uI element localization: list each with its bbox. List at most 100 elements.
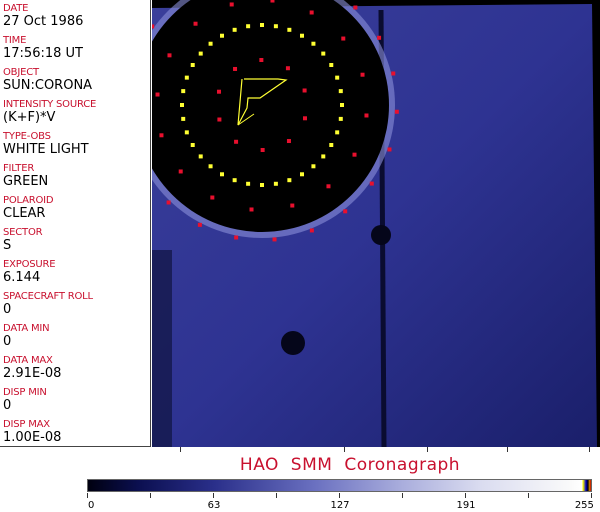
grid-mark	[159, 133, 164, 138]
limb-dot	[232, 178, 237, 183]
limb-dot	[190, 143, 195, 147]
colorbar-tick-label: 63	[207, 500, 221, 511]
limb-dot	[311, 41, 316, 46]
limb-dot	[273, 24, 278, 29]
field-label: DATA MAX	[3, 355, 53, 366]
grid-mark	[260, 147, 265, 152]
grid-mark	[286, 139, 291, 144]
field-sector: SECTOR S	[3, 227, 43, 253]
grid-mark	[167, 53, 172, 58]
field-label: SECTOR	[3, 227, 43, 238]
field-value: 17:56:18 UT	[3, 46, 83, 61]
limb-dot	[246, 24, 251, 29]
colorbar-tick	[150, 493, 151, 498]
grid-mark	[272, 237, 277, 242]
grid-mark	[352, 152, 357, 157]
grid-mark	[343, 209, 348, 214]
grid-mark	[341, 36, 346, 41]
colorbar-tick-label: 127	[330, 500, 350, 511]
occulter-disk	[135, 0, 389, 232]
limb-dot	[340, 103, 344, 107]
field-label: DISP MIN	[3, 387, 47, 398]
limb-dot	[300, 33, 304, 38]
field-spacecraft-roll: SPACECRAFT ROLL 0	[3, 291, 93, 317]
axis-tick	[344, 447, 345, 452]
field-time: TIME 17:56:18 UT	[3, 35, 83, 61]
axis-tick	[427, 447, 428, 452]
grid-mark	[217, 89, 222, 94]
axis-tick	[180, 447, 181, 452]
field-value: 0	[3, 302, 12, 317]
colorbar-tick	[402, 493, 403, 498]
limb-dot	[208, 41, 213, 46]
grid-mark	[285, 66, 290, 71]
grid-mark	[193, 21, 198, 26]
field-value: (K+F)*V	[3, 110, 56, 125]
field-intensity-source: INTENSITY SOURCE (K+F)*V	[3, 99, 96, 125]
field-object: OBJECT SUN:CORONA	[3, 67, 92, 93]
grid-mark	[234, 139, 239, 144]
colorbar-tick-label: 0	[88, 500, 95, 511]
field-label: TIME	[3, 35, 27, 46]
grid-mark	[326, 184, 331, 189]
field-value: CLEAR	[3, 206, 46, 221]
limb-dot	[184, 130, 189, 135]
sun-pointer-diag	[237, 113, 255, 126]
colorbar-tick-label: 191	[456, 500, 476, 511]
limb-dot	[287, 178, 292, 183]
field-data-max: DATA MAX 2.91E-08	[3, 355, 61, 381]
limb-dot	[181, 116, 186, 121]
limb-dot	[190, 63, 195, 67]
limb-dot	[338, 116, 343, 121]
limb-dot	[311, 164, 316, 169]
grid-mark	[210, 195, 215, 200]
left-edge-dark	[152, 250, 172, 447]
grid-mark	[290, 203, 295, 208]
field-disp-max: DISP MAX 1.00E-08	[3, 419, 61, 445]
limb-dot	[335, 75, 340, 80]
grid-mark	[364, 113, 369, 118]
colorbar-tick	[87, 493, 88, 498]
field-value: SUN:CORONA	[3, 78, 93, 93]
grid-mark	[309, 228, 314, 233]
pylon-spot	[371, 225, 391, 245]
limb-dot	[198, 154, 203, 159]
grid-mark	[353, 5, 358, 10]
limb-dot	[260, 23, 264, 27]
axis-tick	[589, 447, 590, 452]
limb-dot	[246, 181, 251, 186]
coronagraph-image	[129, 0, 600, 448]
grid-mark	[377, 35, 382, 40]
field-value: 1.00E-08	[3, 430, 62, 445]
field-value: 0	[3, 398, 12, 413]
field-data-min: DATA MIN 0	[3, 323, 50, 349]
coronagraph-svg	[129, 0, 597, 448]
field-exposure: EXPOSURE 6.144	[3, 259, 56, 285]
grid-mark	[234, 235, 239, 240]
grid-mark	[249, 207, 254, 212]
field-value: 0	[3, 334, 12, 349]
field-filter: FILTER GREEN	[3, 163, 48, 189]
grid-mark	[270, 0, 275, 3]
limb-dot	[184, 75, 189, 80]
limb-dot	[232, 27, 237, 32]
colorbar-tick	[465, 493, 466, 498]
field-date: DATE 27 Oct 1986	[3, 3, 83, 29]
grid-mark	[259, 58, 264, 63]
grid-mark	[391, 71, 396, 76]
grid-marks	[150, 0, 399, 242]
field-value: WHITE LIGHT	[3, 142, 89, 157]
colorbar-tick	[591, 493, 592, 498]
colorbar-tick	[339, 493, 340, 498]
limb-dot	[198, 51, 203, 56]
grid-mark	[166, 200, 171, 205]
limb-dot	[329, 63, 334, 67]
colorbar-tick	[276, 493, 277, 498]
instrument-title: HAO SMM Coronagraph	[239, 455, 461, 475]
field-label: DATA MIN	[3, 323, 50, 334]
solar-limb-ring	[180, 23, 344, 187]
dark-spot	[281, 331, 305, 355]
colorbar-tick	[528, 493, 529, 498]
field-value: S	[3, 238, 12, 253]
limb-dot	[321, 154, 326, 159]
